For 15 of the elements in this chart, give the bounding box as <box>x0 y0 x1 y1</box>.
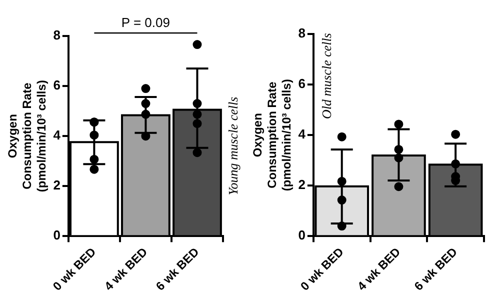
y-tick-label: 0 <box>53 228 60 243</box>
y-tick-label: 6 <box>53 78 60 93</box>
y-tick-label: 4 <box>298 126 306 142</box>
y-tick-label: 2 <box>298 177 306 192</box>
y-tick-label: 4 <box>53 128 62 143</box>
y-axis-title: Oxygen Consumption Rate (pmol/min/10³ cells) <box>250 79 294 192</box>
text: P = 0.09 <box>121 15 170 30</box>
annotation: Old muscle cells <box>318 33 334 119</box>
y-tick-label: 8 <box>298 26 306 41</box>
y-tick-label: 8 <box>53 28 60 43</box>
text: Young muscle cells <box>225 96 240 196</box>
y-tick-label: 6 <box>298 76 306 92</box>
y-tick-label: 0 <box>298 228 306 243</box>
y-axis-title: Oxygen Consumption Rate (pmol/min/10³ cells) <box>6 80 48 192</box>
y-tick-label: 2 <box>53 178 60 193</box>
